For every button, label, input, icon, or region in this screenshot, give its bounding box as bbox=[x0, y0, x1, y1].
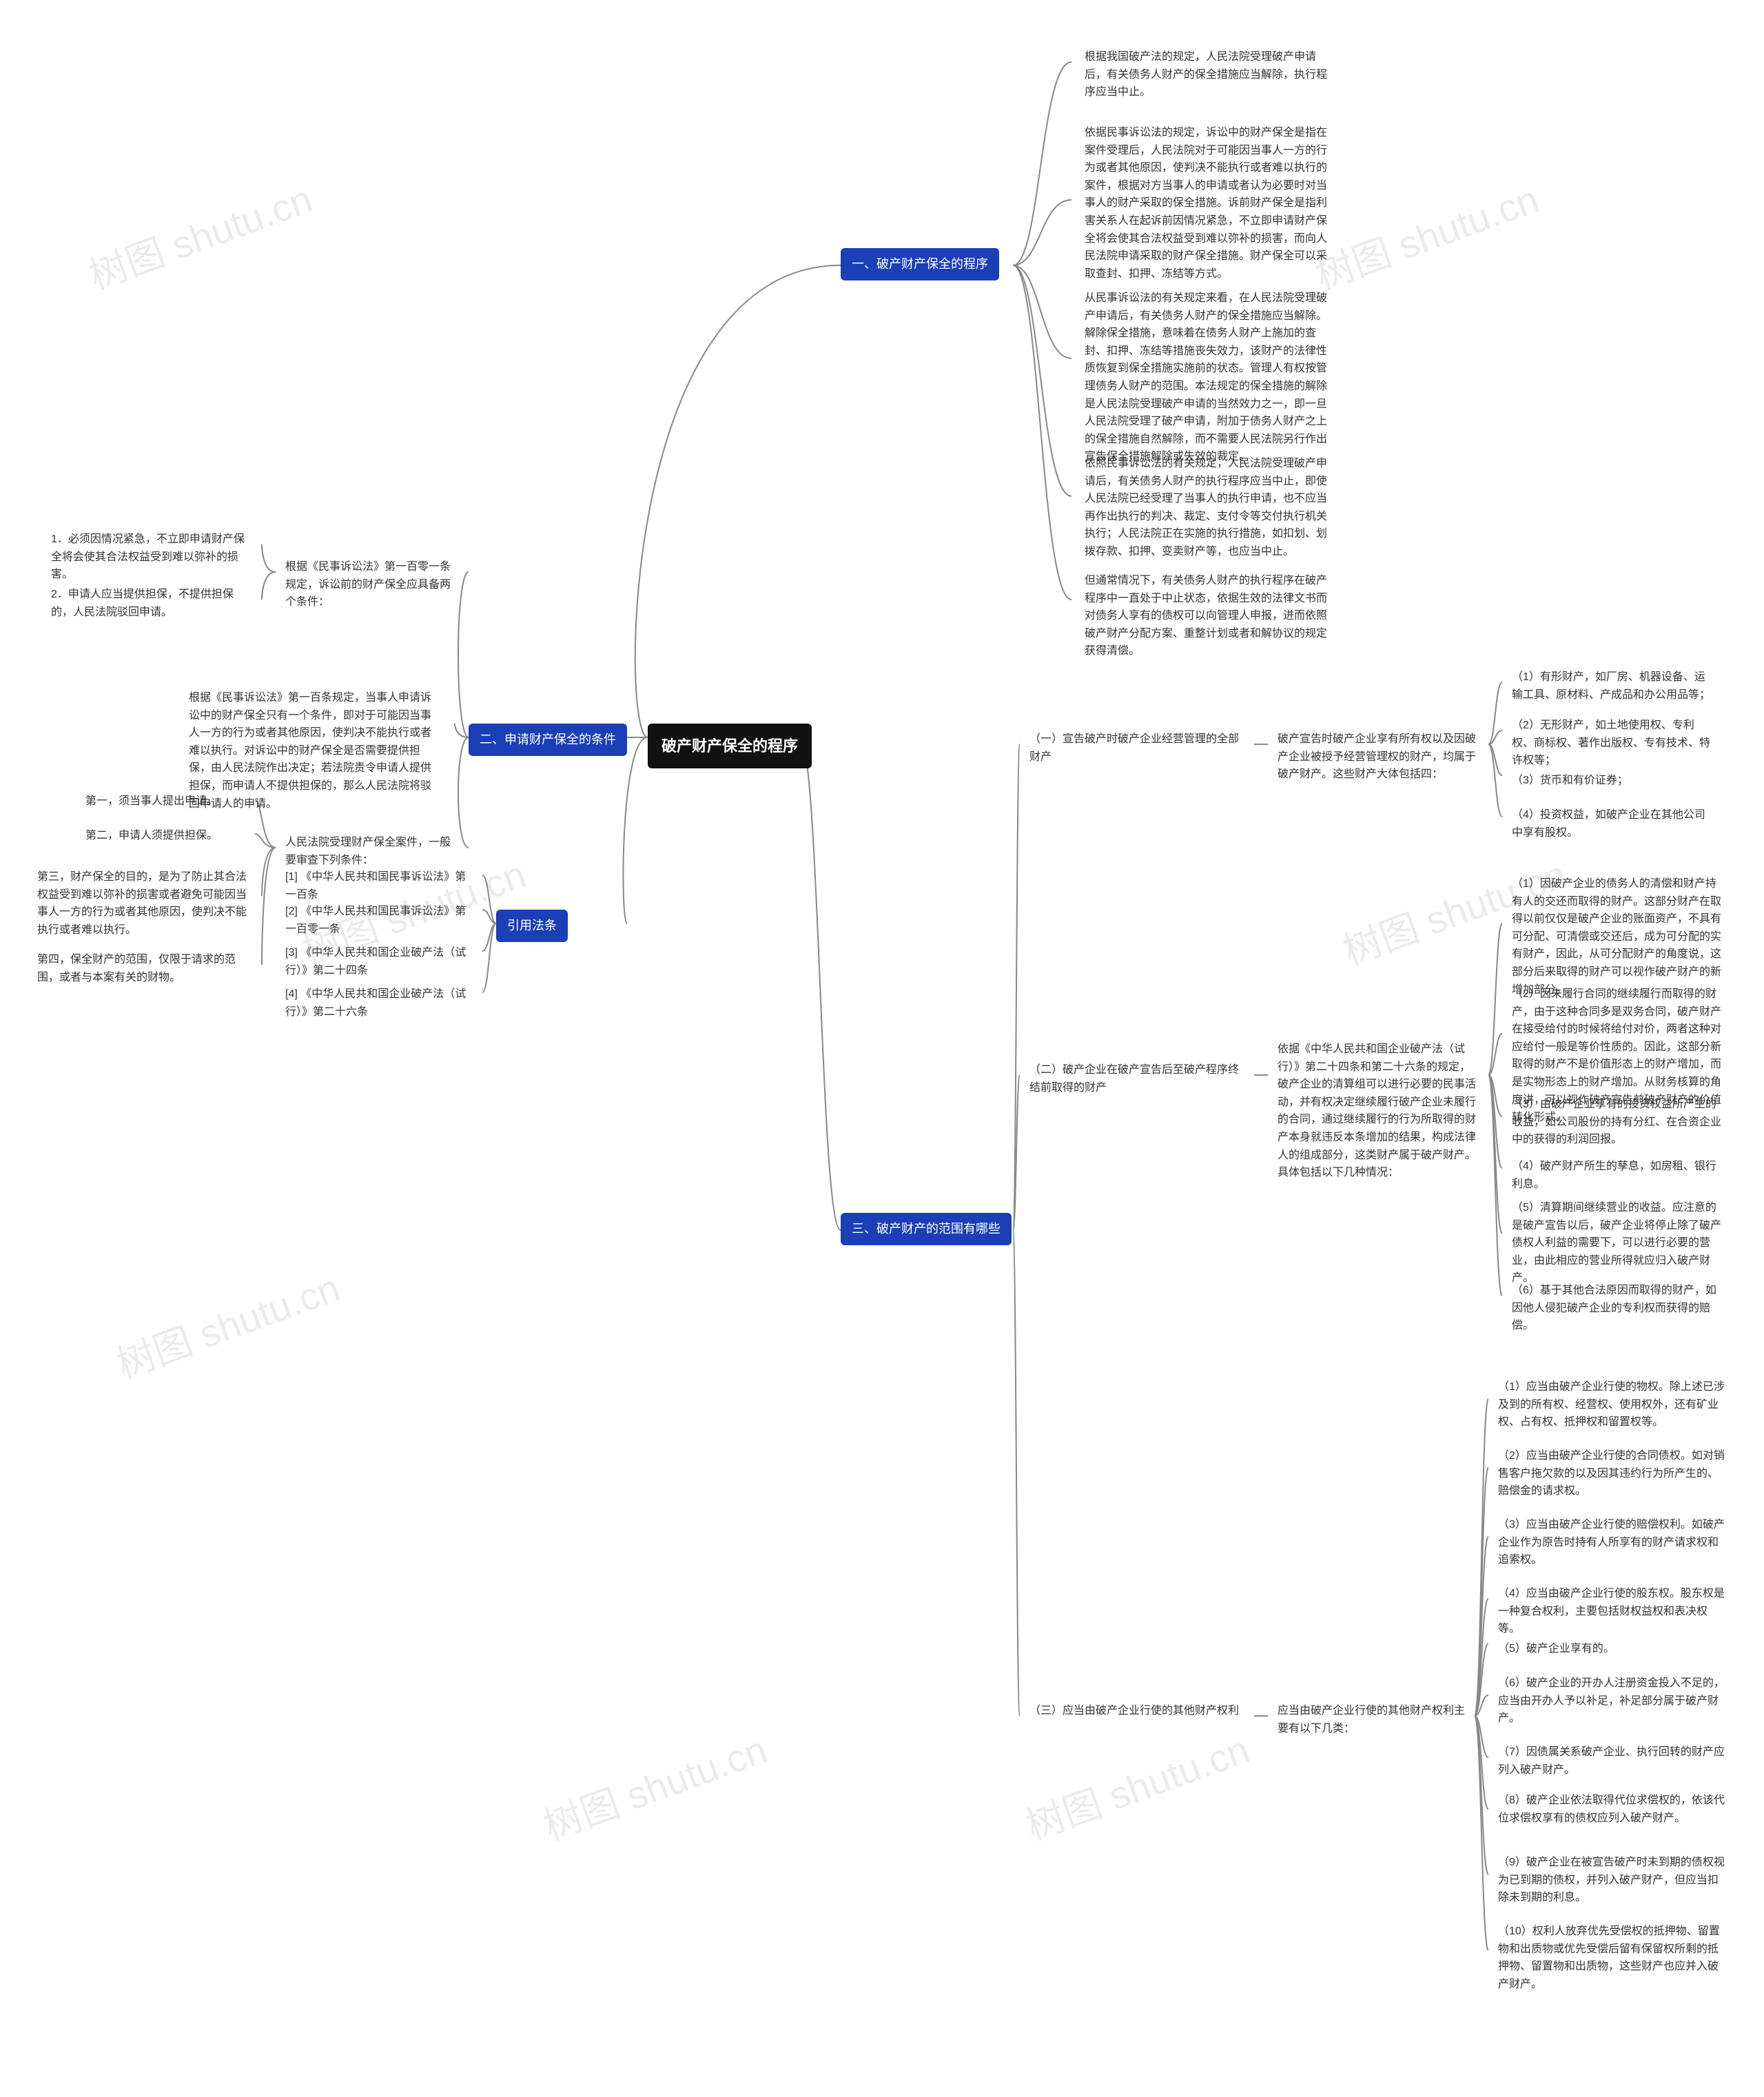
section-2: 二、申请财产保全的条件 bbox=[469, 724, 627, 756]
s1-leaf-1: 根据我国破产法的规定，人民法院受理破产申请后，有关债务人财产的保全措施应当解除，… bbox=[1075, 41, 1337, 108]
edge-s2g2-c3 bbox=[262, 848, 276, 896]
s1-leaf-2: 依据民事诉讼法的规定，诉讼中的财产保全是指在案件受理后，人民法院对于可能因当事人… bbox=[1075, 117, 1337, 289]
edge-s2g1-c1 bbox=[262, 544, 276, 572]
section-1: 一、破产财产保全的程序 bbox=[841, 248, 999, 280]
s4a-mid: 破产宣告时破产企业享有所有权以及因破产企业被授予经营管理权的财产，均属于破产财产… bbox=[1268, 724, 1488, 790]
s4c-child-8: （8）破产企业依法取得代位求偿权的，依该代位求偿权享有的债权应列入破产财产。 bbox=[1488, 1785, 1736, 1834]
s2-group1-parent: 根据《民事诉讼法》第一百零一条规定，诉讼前的财产保全应具备两个条件： bbox=[276, 551, 469, 618]
edge-s4c-7 bbox=[1475, 1716, 1488, 1757]
edge-s4c-9 bbox=[1475, 1716, 1488, 1874]
edge-s4c-5 bbox=[1475, 1644, 1488, 1716]
s4c-child-1: （1）应当由破产企业行使的物权。除上述已涉及到的所有权、经营权、使用权外，还有矿… bbox=[1488, 1371, 1736, 1438]
edge-s4a-1 bbox=[1488, 682, 1502, 744]
edge-s4c-3 bbox=[1475, 1537, 1488, 1716]
edge-s4b-3 bbox=[1488, 1075, 1502, 1116]
edge-s3-l1 bbox=[482, 875, 496, 923]
edge-s4c-10 bbox=[1475, 1716, 1488, 1950]
s2-group1-child-2: 2．申请人应当提供担保，不提供担保的，人民法院驳回申请。 bbox=[41, 579, 262, 628]
watermark: 树图 shutu.cn bbox=[1306, 168, 1546, 300]
root-node: 破产财产保全的程序 bbox=[648, 724, 812, 768]
edge-s4c-6 bbox=[1475, 1695, 1488, 1716]
edge-s4-a bbox=[1013, 744, 1020, 1230]
edge-s4-c bbox=[1013, 1230, 1020, 1716]
s4c-child-2: （2）应当由破产企业行使的合同债权。如对销售客户拖欠款的以及因其违约行为所产生的… bbox=[1488, 1440, 1736, 1507]
s3-leaf-4: [4] 《中华人民共和国企业破产法（试行）》第二十六条 bbox=[276, 979, 482, 1027]
edge-s1-l2 bbox=[1013, 200, 1071, 265]
s4c-child-3: （3）应当由破产企业行使的赔偿权利。如破产企业作为原告时持有人所享有的财产请求权… bbox=[1488, 1509, 1736, 1576]
edge-s2-single bbox=[455, 724, 469, 737]
s1-leaf-4: 依照民事诉讼法的有关规定，人民法院受理破产申请后，有关债务人财产的执行程序应当中… bbox=[1075, 448, 1337, 568]
edge-s4b-1 bbox=[1488, 923, 1502, 1075]
edge-s3-l4 bbox=[482, 923, 496, 992]
s4c-child-10: （10）权利人放弃优先受偿权的抵押物、留置物和出质物或优先受偿后留有保留权所剩的… bbox=[1488, 1916, 1736, 2000]
edge-root-s4 bbox=[799, 737, 841, 1230]
edge-s4c-1 bbox=[1475, 1399, 1488, 1716]
edge-s1-l3 bbox=[1013, 265, 1071, 358]
s2-group2-child-2: 第二，申请人须提供担保。 bbox=[76, 820, 255, 852]
s4a-parent: （一）宣告破产时破产企业经营管理的全部财产 bbox=[1020, 724, 1254, 773]
edge-s1-l4 bbox=[1013, 265, 1071, 496]
s4c-mid: 应当由破产企业行使的其他财产权利主要有以下几类： bbox=[1268, 1695, 1475, 1744]
s4b-parent: （二）破产企业在破产宣告后至破产程序终结前取得的财产 bbox=[1020, 1054, 1254, 1103]
edge-s4c-8 bbox=[1475, 1716, 1488, 1809]
watermark: 树图 shutu.cn bbox=[80, 168, 319, 300]
edge-s4b-2 bbox=[1488, 1034, 1502, 1075]
s4a-child-4: （4）投资权益，如破产企业在其他公司中享有股权。 bbox=[1502, 799, 1723, 848]
edge-s3-l2 bbox=[482, 910, 496, 923]
s4c-child-6: （6）破产企业的开办人注册资金投入不足的，应当由开办人予以补足，补足部分属于破产… bbox=[1488, 1668, 1736, 1735]
s2-group2-child-4: 第四，保全财产的范围，仅限于请求的范围，或者与本案有关的财物。 bbox=[28, 944, 262, 993]
watermark: 树图 shutu.cn bbox=[1017, 1719, 1256, 1851]
edge-s4c-2 bbox=[1475, 1468, 1488, 1716]
s4c-child-5: （5）破产企业享有的。 bbox=[1488, 1633, 1736, 1665]
edge-root-s1 bbox=[635, 265, 841, 737]
edge-s4b-6 bbox=[1488, 1075, 1502, 1296]
s4a-child-1: （1）有形财产，如厂房、机器设备、运输工具、原材料、产成品和办公用品等； bbox=[1502, 662, 1723, 710]
edge-root-s3hint bbox=[623, 737, 648, 923]
edge-s3-l3 bbox=[482, 923, 496, 951]
s4c-child-9: （9）破产企业在被宣告破产时未到期的债权视为已到期的债权，并列入破产财产，但应当… bbox=[1488, 1847, 1736, 1914]
s4b-mid: 依据《中华人民共和国企业破产法（试行）》第二十四条和第二十六条的规定，破产企业的… bbox=[1268, 1034, 1488, 1189]
section-3: 引用法条 bbox=[496, 910, 568, 942]
s2-group2-child-3: 第三，财产保全的目的，是为了防止其合法权益受到难以弥补的损害或者避免可能因当事人… bbox=[28, 861, 262, 945]
s1-leaf-5: 但通常情况下，有关债务人财产的执行程序在破产程序中一直处于中止状态，依据生效的法… bbox=[1075, 565, 1337, 667]
watermark: 树图 shutu.cn bbox=[107, 1257, 347, 1389]
watermark: 树图 shutu.cn bbox=[535, 1719, 774, 1851]
edge-s2g2-c2 bbox=[255, 834, 276, 848]
edge-s4a-3 bbox=[1488, 744, 1502, 775]
edge-s4b-5 bbox=[1488, 1075, 1502, 1234]
edge-s2g1-c2 bbox=[262, 572, 276, 600]
edge-s4c-4 bbox=[1475, 1599, 1488, 1716]
edge-s4a-2 bbox=[1488, 730, 1502, 744]
s4c-parent: （三）应当由破产企业行使的其他财产权利 bbox=[1020, 1695, 1254, 1727]
s1-leaf-3: 从民事诉讼法的有关规定来看，在人民法院受理破产申请后，有关债务人财产的保全措施应… bbox=[1075, 283, 1337, 473]
edge-s1-l5 bbox=[1013, 265, 1071, 600]
s2-group2-child-1: 第一，须当事人提出申请。 bbox=[76, 786, 255, 817]
edge-s1-l1 bbox=[1013, 62, 1071, 265]
s4c-child-7: （7）因债属关系破产企业、执行回转的财产应列入破产财产。 bbox=[1488, 1737, 1736, 1786]
s4b-child-6: （6）基于其他合法原因而取得的财产，如因他人侵犯破产企业的专利权而获得的赔偿。 bbox=[1502, 1275, 1736, 1342]
edge-s4-b bbox=[1013, 1075, 1020, 1230]
s4b-child-3: （3）由破产企业享有的投资权益所产生的收益，如公司股份的持有分红、在合资企业中的… bbox=[1502, 1089, 1736, 1156]
edge-s4a-4 bbox=[1488, 744, 1502, 817]
section-4: 三、破产财产的范围有哪些 bbox=[841, 1213, 1012, 1245]
edge-s2g2-c4 bbox=[262, 848, 276, 965]
edge-s4b-4 bbox=[1488, 1075, 1502, 1168]
s4a-child-3: （3）货币和有价证券； bbox=[1502, 765, 1723, 797]
